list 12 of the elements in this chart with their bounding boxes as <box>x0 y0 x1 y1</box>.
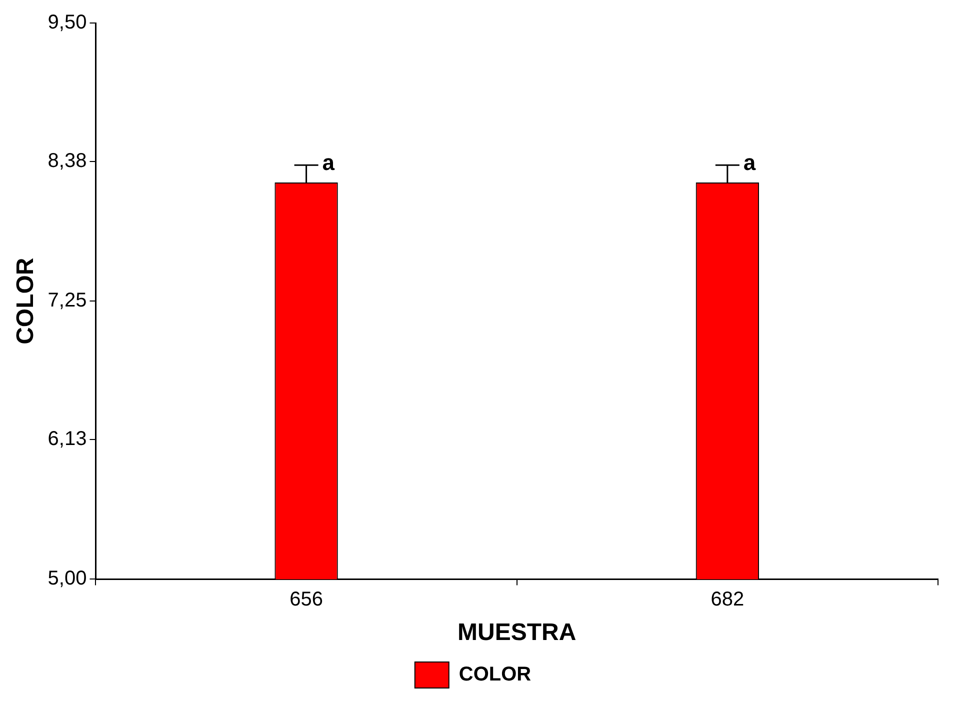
x-tick-label: 682 <box>710 588 744 611</box>
x-axis-title: MUESTRA <box>458 619 576 646</box>
y-tick-label: 5,00 <box>48 568 87 590</box>
y-axis-title: COLOR <box>12 258 40 344</box>
x-tick-label: 656 <box>290 588 323 611</box>
y-tick-label: 9,50 <box>48 12 87 34</box>
annotation: a <box>322 150 336 176</box>
y-tick-label: 7,25 <box>48 290 87 312</box>
y-tick-label: 8,38 <box>48 150 87 172</box>
annotation: a <box>743 150 756 176</box>
y-tick-label: 6,13 <box>48 428 87 450</box>
legend-label: COLOR <box>458 664 532 686</box>
